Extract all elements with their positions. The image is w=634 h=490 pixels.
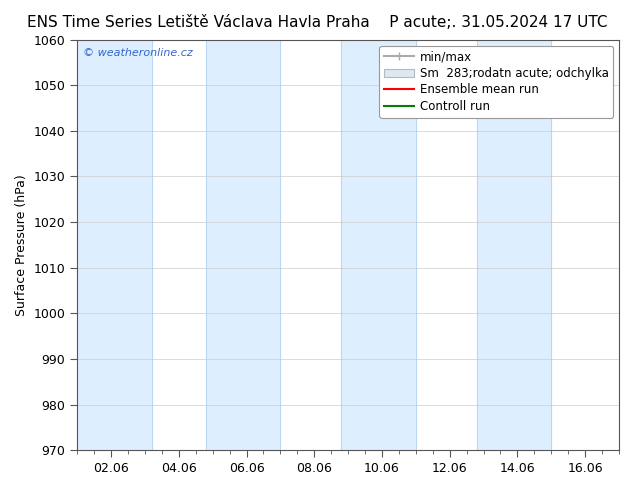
Bar — [206, 40, 280, 450]
Legend: min/max, Sm  283;rodatn acute; odchylka, Ensemble mean run, Controll run: min/max, Sm 283;rodatn acute; odchylka, … — [379, 46, 613, 118]
Text: © weatheronline.cz: © weatheronline.cz — [82, 48, 192, 58]
Bar — [77, 40, 152, 450]
Bar — [341, 40, 416, 450]
Bar — [477, 40, 552, 450]
Text: ENS Time Series Letiště Václava Havla Praha    P acute;. 31.05.2024 17 UTC: ENS Time Series Letiště Václava Havla Pr… — [27, 15, 607, 30]
Y-axis label: Surface Pressure (hPa): Surface Pressure (hPa) — [15, 174, 28, 316]
